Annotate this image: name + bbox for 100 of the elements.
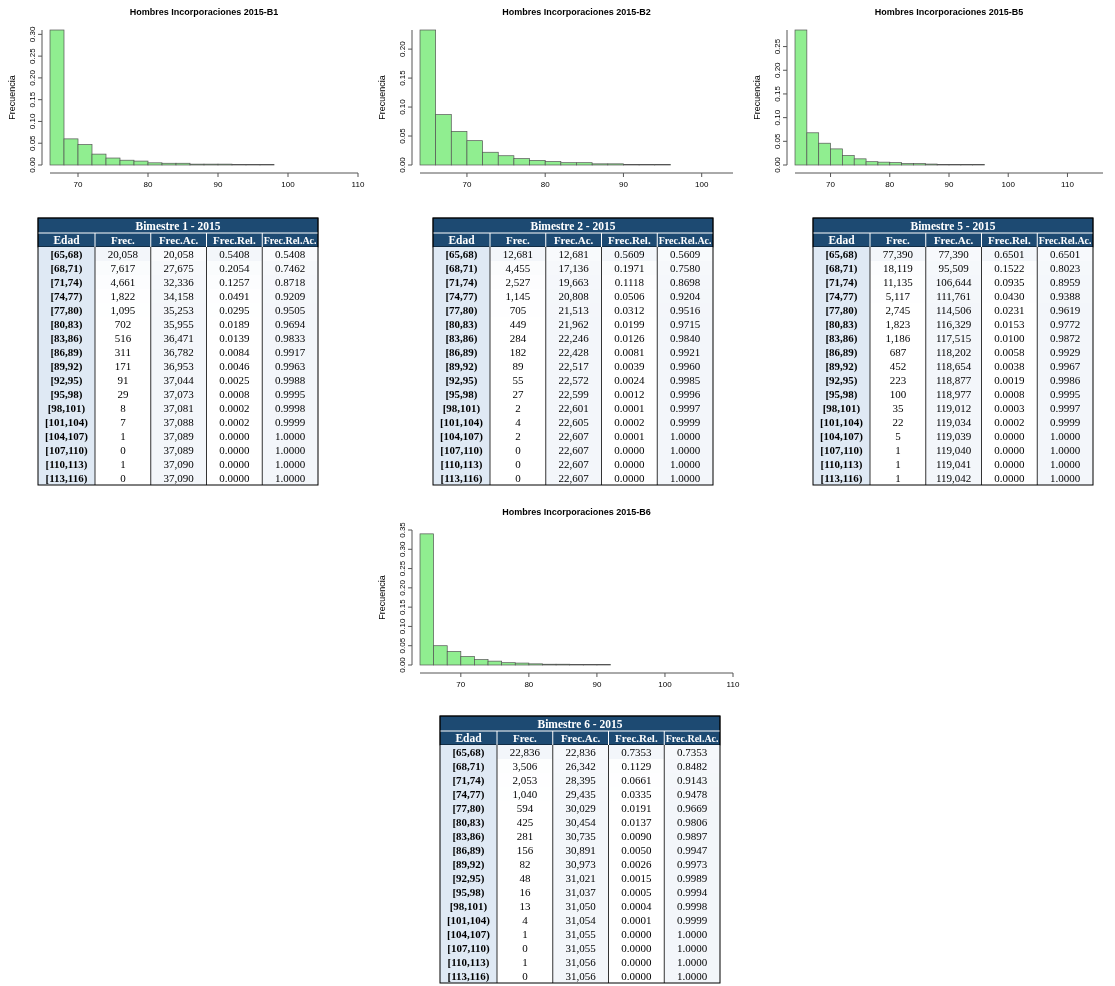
data-label: 0.7462 (275, 262, 306, 274)
x-tick-label: 80 (524, 680, 534, 689)
data-label: 4 (515, 416, 522, 428)
data-label: 0.9772 (1050, 318, 1081, 330)
data-label: 31,054 (565, 914, 597, 926)
data-label: 0.0506 (614, 290, 645, 302)
data-label: 95,509 (938, 262, 970, 274)
data-label: 37,089 (163, 430, 195, 442)
y-axis-title: Edad (448, 234, 476, 246)
data-label: 705 (509, 304, 527, 316)
data-label: 2 (515, 430, 521, 442)
data-label: 1,186 (885, 332, 911, 344)
data-label: 0.9995 (275, 388, 306, 400)
data-label: 26,342 (565, 760, 596, 772)
y-tick-label: 0.25 (773, 38, 782, 55)
y-tick-label: 0.15 (28, 91, 37, 108)
data-label: 2,745 (885, 304, 911, 316)
y-tick-label: [101,104) (44, 416, 89, 429)
data-label: 22,607 (558, 430, 590, 442)
x-tick-label: Frec.Ac. (553, 234, 594, 246)
data-label: 0.9872 (1050, 332, 1081, 344)
data-label: 22,428 (558, 346, 590, 358)
y-tick-label: [104,107) (44, 430, 89, 443)
y-tick-label: [71,74) (825, 276, 858, 289)
data-label: 119,040 (935, 444, 972, 456)
data-label: 0.2054 (219, 262, 250, 274)
x-tick-label: Frec.Rel.Ac. (665, 733, 720, 744)
data-label: 0.0191 (621, 802, 652, 814)
y-tick-label: [89,92) (825, 360, 858, 373)
data-label: 0.0231 (994, 304, 1025, 316)
y-tick-label: [68,71) (445, 262, 478, 275)
data-label: 27,675 (163, 262, 195, 274)
data-label: 106,644 (935, 276, 972, 288)
y-tick-label: [83,86) (50, 332, 83, 345)
y-tick-label: [107,110) (447, 942, 491, 955)
data-label: 114,506 (935, 304, 972, 316)
data-label: 91 (117, 374, 129, 386)
chart-title: Hombres Incorporaciones 2015-B2 (502, 7, 651, 17)
data-label: 22,599 (558, 388, 590, 400)
x-tick-label: Frec.Rel. (608, 234, 651, 246)
data-label: 31,037 (565, 886, 597, 898)
data-label: 0.5408 (219, 248, 250, 260)
data-label: 1,040 (512, 788, 538, 800)
y-tick-label: 0.20 (398, 40, 407, 57)
x-tick-label: 110 (1061, 180, 1075, 189)
data-label: 0.9963 (275, 360, 306, 372)
y-tick-label: [95,98) (445, 388, 478, 401)
data-label: 0.0000 (994, 430, 1025, 442)
y-tick-label: 0.30 (28, 26, 37, 43)
data-label: 12,681 (558, 248, 589, 260)
y-tick-label: 0.25 (398, 560, 407, 577)
y-tick-label: 0.10 (773, 109, 782, 126)
data-label: 0.0153 (994, 318, 1025, 330)
data-label: 156 (516, 844, 534, 856)
y-axis-title: Frecuencia (377, 575, 387, 620)
data-label: 0.9917 (275, 346, 306, 358)
data-label: 30,454 (565, 816, 597, 828)
y-tick-label: 0.15 (398, 69, 407, 86)
data-label: 0.5609 (670, 248, 701, 260)
data-label: 0.0000 (614, 444, 645, 456)
data-label: 0.9989 (677, 872, 708, 884)
data-label: 0.0199 (614, 318, 645, 330)
y-tick-label: [71,74) (50, 276, 83, 289)
y-tick-label: [113,116) (440, 472, 483, 485)
data-label: 0.6501 (994, 248, 1025, 260)
data-label: 30,029 (565, 802, 597, 814)
x-tick-label: 110 (726, 680, 740, 689)
data-label: 0.9999 (275, 416, 306, 428)
y-tick-label: [98,101) (47, 402, 86, 415)
y-tick-label: [101,104) (446, 914, 491, 927)
data-label: 0 (515, 472, 522, 484)
data-label: 1.0000 (1050, 430, 1081, 442)
y-tick-label: [74,77) (445, 290, 478, 303)
data-label: 18,119 (882, 262, 914, 274)
y-tick-label: [104,107) (446, 928, 491, 941)
data-label: 0.9897 (677, 830, 708, 842)
data-label: 1.0000 (275, 430, 306, 442)
x-tick-label: Frec.Rel.Ac. (1038, 235, 1093, 246)
data-label: 4,455 (505, 262, 531, 274)
data-label: 2 (515, 402, 521, 414)
y-tick-label: [68,71) (825, 262, 858, 275)
data-label: 1 (895, 458, 901, 470)
data-label: 0.9985 (670, 374, 701, 386)
data-label: 22,836 (565, 746, 597, 758)
data-label: 0.1118 (614, 276, 645, 288)
data-label: 0.9973 (677, 858, 708, 870)
data-label: 5 (895, 430, 902, 442)
y-tick-label: 0.20 (398, 579, 407, 596)
y-tick-label: [68,71) (452, 760, 485, 773)
data-label: 0.0003 (994, 402, 1025, 414)
y-tick-label: 0.10 (398, 98, 407, 115)
data-label: 0.9999 (1050, 416, 1081, 428)
y-tick-label: [65,68) (452, 746, 485, 759)
data-label: 0.9204 (670, 290, 701, 302)
data-label: 37,044 (163, 374, 195, 386)
y-tick-label: [80,83) (452, 816, 485, 829)
data-label: 0.9840 (670, 332, 701, 344)
y-axis-title: Frecuencia (7, 75, 17, 120)
data-label: 31,056 (565, 970, 597, 982)
data-label: 1 (895, 472, 901, 484)
